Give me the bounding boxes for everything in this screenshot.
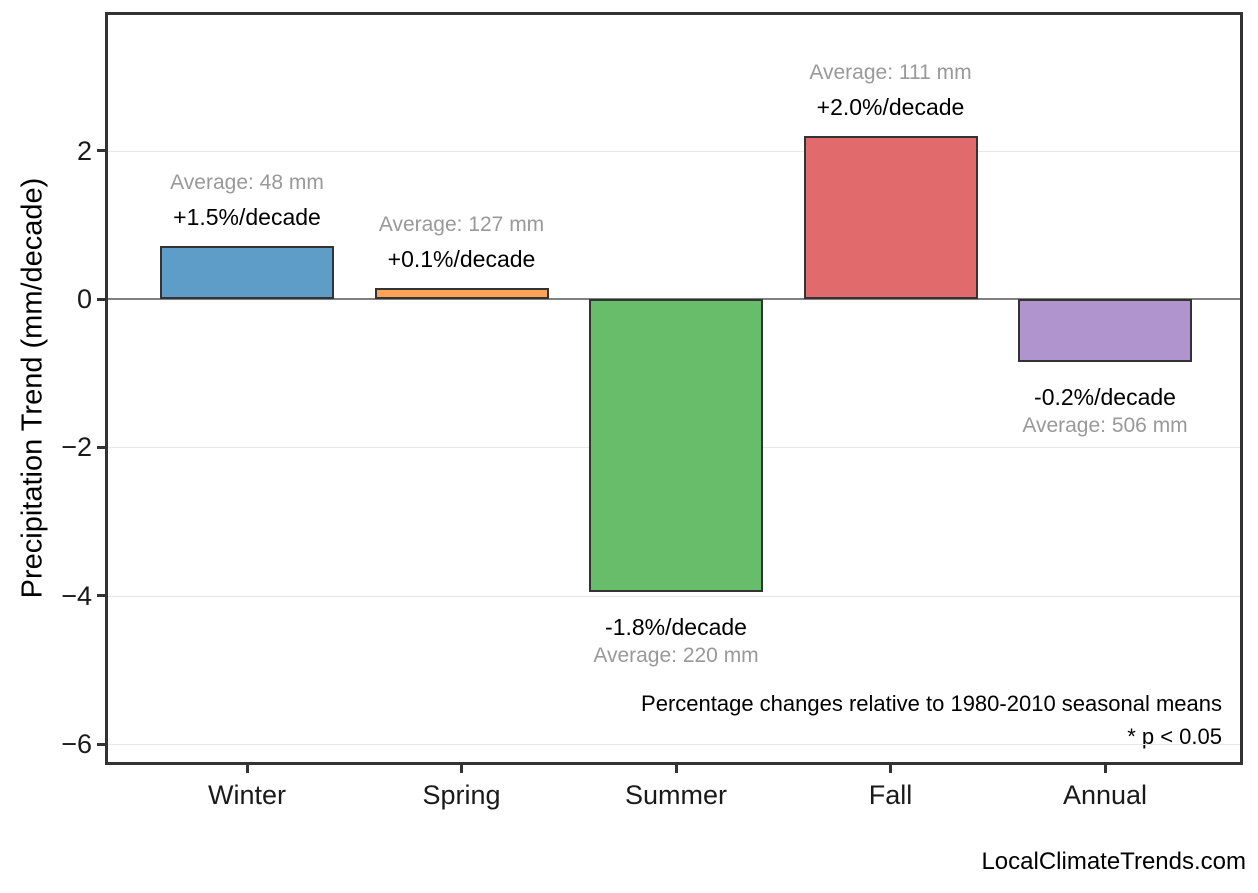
grid-line — [108, 595, 1240, 597]
bar — [1018, 299, 1192, 363]
y-axis-title: Precipitation Trend (mm/decade) — [16, 177, 49, 599]
y-tick-label: −4 — [61, 580, 92, 611]
y-tick-mark — [97, 297, 105, 301]
x-tick-label: Annual — [1062, 780, 1148, 810]
y-tick-mark — [97, 594, 105, 598]
y-tick-mark — [97, 445, 105, 449]
plot-area: Percentage changes relative to 1980-2010… — [105, 12, 1243, 765]
bar-trend-label: -1.8%/decade — [605, 614, 747, 641]
bar-trend-label: +2.0%/decade — [816, 93, 965, 120]
x-tick-label: Winter — [207, 780, 286, 810]
x-tick-mark — [460, 765, 463, 773]
y-tick-mark — [97, 742, 105, 746]
x-tick-label: Summer — [624, 780, 727, 810]
bar — [803, 135, 978, 299]
y-tick-label: −6 — [61, 729, 92, 760]
bar — [160, 245, 334, 299]
footnote-note: Percentage changes relative to 1980-2010… — [641, 691, 1222, 716]
bar — [374, 287, 549, 299]
bar-trend-label: +0.1%/decade — [387, 245, 536, 272]
y-tick-label: 0 — [76, 284, 92, 314]
bar-average-label: Average: 506 mm — [1022, 414, 1188, 438]
x-tick-mark — [1103, 765, 1107, 773]
x-tick-mark — [245, 765, 249, 773]
bar-trend-label: +1.5%/decade — [173, 203, 321, 230]
footnote-significance: * p < 0.05 — [1127, 724, 1222, 749]
bar-average-label: Average: 220 mm — [593, 644, 759, 668]
bar-average-label: Average: 127 mm — [378, 212, 545, 236]
x-tick-mark — [889, 765, 892, 773]
y-tick-label: 2 — [76, 135, 92, 166]
bar — [589, 299, 763, 593]
y-tick-label: −2 — [61, 432, 92, 463]
grid-line — [108, 744, 1240, 746]
x-tick-label: Spring — [422, 780, 501, 810]
bar-trend-label: -0.2%/decade — [1034, 384, 1176, 411]
grid-line — [108, 150, 1240, 152]
x-tick-mark — [674, 765, 678, 773]
watermark: LocalClimateTrends.com — [981, 848, 1246, 875]
x-tick-label: Fall — [868, 780, 913, 810]
bar-average-label: Average: 48 mm — [170, 170, 324, 194]
bar-average-label: Average: 111 mm — [809, 60, 972, 84]
y-tick-mark — [97, 149, 105, 153]
